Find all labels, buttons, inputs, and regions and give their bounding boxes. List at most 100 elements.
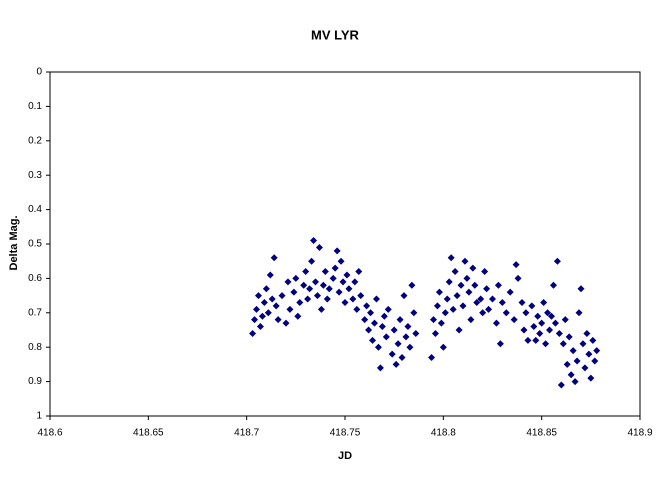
y-axis-title: Delta Mag. [8,215,20,270]
data-point [306,285,314,293]
data-point [555,329,563,337]
data-point [433,302,441,310]
data-point [540,298,548,306]
data-point [388,350,396,358]
y-tick-label: 0.5 [28,239,42,250]
data-point [321,268,329,276]
data-point [447,254,455,262]
data-point [266,271,274,279]
data-point [323,295,331,303]
data-point [459,302,467,310]
data-point [565,333,573,341]
data-point [256,323,264,331]
data-point [302,268,310,276]
data-point [518,298,526,306]
data-point [538,319,546,327]
data-point [264,309,272,317]
data-point [441,309,449,317]
data-point [579,340,587,348]
data-point [489,295,496,303]
data-point [428,354,436,362]
data-point [412,329,420,337]
data-point [325,285,333,293]
y-tick-label: 0.8 [28,342,42,353]
data-point [374,343,382,351]
data-point [439,343,447,351]
data-point [551,319,559,327]
data-point [534,312,542,320]
data-point [292,274,300,282]
data-point [363,302,371,310]
data-point [286,305,294,313]
data-point [308,257,316,265]
data-point [563,360,571,368]
data-point [549,281,557,289]
x-tick-label: 418.8 [431,428,456,439]
data-point [496,340,504,348]
data-point [258,312,266,320]
data-point [254,292,262,300]
data-point [313,292,321,300]
data-point [284,278,292,286]
x-axis-title: JD [338,450,352,462]
data-point [494,281,502,289]
data-point [355,268,363,276]
data-point [431,329,439,337]
data-point [365,326,373,334]
data-point [335,288,343,296]
data-point [341,298,349,306]
data-point [408,281,416,289]
data-point [457,281,465,289]
y-tick-label: 0.9 [28,376,42,387]
data-point [553,257,561,265]
data-point [351,278,359,286]
data-point [567,371,575,379]
data-point [410,309,418,317]
data-point [402,333,410,341]
data-point [337,257,345,265]
data-point [506,288,514,296]
data-point [272,302,280,310]
data-point [492,319,500,327]
data-point [371,319,378,327]
data-point [548,312,555,320]
data-point [587,374,595,382]
data-point [390,326,398,334]
data-point [251,316,259,324]
data-point [260,298,268,306]
data-point [349,295,357,303]
data-point [471,281,479,289]
data-point [404,323,412,331]
data-point [319,281,327,289]
x-tick-label: 418.75 [330,428,361,439]
y-tick-label: 0.3 [28,170,42,181]
y-tick-label: 0.2 [28,135,42,146]
data-point [300,281,308,289]
data-point [367,309,375,317]
y-tick-label: 0.7 [28,307,42,318]
data-point [317,305,325,313]
data-point [392,360,400,368]
data-point [483,285,491,293]
data-point [282,319,290,327]
data-point [575,309,583,317]
data-point [514,274,522,282]
data-point [532,336,540,344]
data-point [382,333,390,341]
data-point [451,268,459,276]
data-point [510,316,518,324]
data-point [581,364,589,372]
data-point [591,357,599,365]
data-point [443,295,451,303]
data-point [467,316,475,324]
data-point [463,274,471,282]
data-point [339,278,347,286]
x-tick-label: 418.6 [37,428,62,439]
data-point [372,295,380,303]
data-point [394,340,402,348]
data-point [262,285,270,293]
data-point [512,261,520,269]
y-tick-label: 0.4 [28,204,42,215]
